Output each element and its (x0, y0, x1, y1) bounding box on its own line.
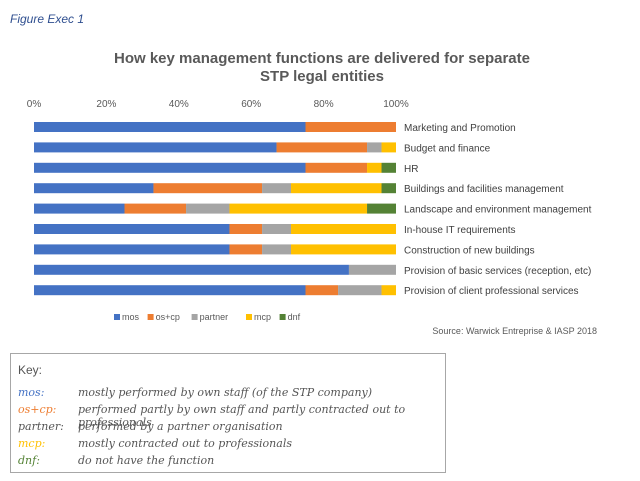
key-abbr: mos: (18, 386, 45, 399)
bar-segment-mos (34, 162, 306, 173)
bars (34, 122, 396, 296)
key-row: mos: mostly performed by own staff (of th… (18, 386, 438, 402)
bar-segment-os-cp (276, 142, 368, 153)
bar-segment-mcp (291, 183, 382, 194)
bar-segment-mcp (381, 142, 396, 153)
bar-segment-partner (338, 285, 382, 296)
key-abbr: mcp: (18, 437, 46, 450)
x-tick-label: 100% (383, 99, 409, 110)
key-abbr: os+cp: (18, 403, 57, 416)
legend-swatch (279, 314, 286, 320)
bar-segment-dnf (367, 203, 396, 214)
legend-label: os+cp (156, 312, 180, 322)
x-tick-label: 40% (169, 99, 189, 110)
bar-segment-mos (34, 264, 349, 275)
key-abbr: dnf: (18, 454, 40, 467)
key-row: mcp: mostly contracted out to professiona… (18, 437, 438, 453)
bar-segment-mos (34, 203, 125, 214)
legend-label: mcp (254, 312, 271, 322)
bar-segment-mos (34, 285, 306, 296)
key-description: do not have the function (78, 454, 215, 467)
bar-segment-mcp (291, 244, 396, 255)
bar-segment-partner (367, 142, 382, 153)
bar-segment-os-cp (153, 183, 263, 194)
bar-segment-mos (34, 224, 230, 234)
legend-swatch (246, 314, 252, 320)
stacked-bar-chart: How key management functions are deliver… (27, 50, 597, 336)
category-label: In-house IT requirements (404, 225, 516, 236)
legend-label: partner (200, 312, 229, 322)
bar-segment-dnf (381, 183, 396, 194)
key-description: mostly contracted out to professionals (78, 437, 292, 450)
source-note: Source: Warwick Entreprise & IASP 2018 (432, 326, 597, 336)
x-tick-label: 20% (96, 99, 116, 110)
x-tick-label: 80% (314, 99, 334, 110)
bar-segment-os-cp (305, 122, 396, 132)
key-row: dnf: do not have the function (18, 454, 438, 470)
bar-segment-mos (34, 244, 230, 255)
key-row: os+cp: performed partly by own staff and … (18, 403, 438, 429)
bar-segment-os-cp (124, 203, 187, 214)
category-label: Marketing and Promotion (404, 123, 516, 134)
legend-swatch (114, 314, 120, 320)
category-label: Budget and finance (404, 143, 491, 154)
legend-label: dnf (288, 312, 301, 322)
bar-segment-os-cp (229, 224, 263, 234)
key-description: mostly performed by own staff (of the ST… (78, 386, 373, 399)
bar-segment-mcp (381, 285, 396, 296)
key-box (10, 353, 446, 473)
category-label: HR (404, 164, 418, 175)
category-label: Construction of new buildings (404, 245, 535, 256)
bar-segment-partner (262, 224, 292, 234)
bar-segment-dnf (381, 162, 396, 173)
key-description: performed partly by own staff and partly… (78, 403, 406, 429)
category-label: Buildings and facilities management (404, 184, 564, 195)
bar-segment-partner (186, 203, 230, 214)
key-row: partner: performed by a partner organisat… (18, 420, 438, 436)
bar-segment-partner (262, 244, 292, 255)
bar-segment-mos (34, 142, 277, 153)
category-label: Landscape and environment management (404, 205, 592, 216)
legend-swatch (147, 314, 154, 320)
bar-segment-mos (34, 122, 306, 132)
figure-label: Figure Exec 1 (10, 12, 85, 26)
bar-segment-os-cp (229, 244, 263, 255)
x-tick-label: 60% (241, 99, 261, 110)
category-labels: Marketing and Promotion Budget and financ… (404, 123, 592, 297)
category-label: Provision of basic services (reception, … (404, 266, 591, 277)
bar-segment-os-cp (305, 162, 368, 173)
chart-title-line-1: How key management functions are deliver… (114, 50, 530, 67)
bar-segment-mcp (291, 224, 396, 234)
bar-segment-mcp (367, 162, 382, 173)
legend-label: mos (122, 312, 140, 322)
chart-title-line-2: STP legal entities (260, 68, 384, 85)
key-description: performed by a partner organisation (78, 420, 283, 433)
x-tick-label: 0% (27, 99, 42, 110)
key-abbr: partner: (18, 420, 64, 433)
bar-segment-partner (348, 264, 396, 275)
bar-segment-mos (34, 183, 154, 194)
bar-segment-partner (262, 183, 292, 194)
legend: mos os+cp partner mcp dnf (114, 312, 301, 322)
category-label: Provision of client professional service… (404, 286, 579, 297)
legend-swatch (191, 314, 198, 320)
x-axis-ticks: 0% 20% 40% 60% 80% 100% (27, 99, 409, 110)
key-title: Key: (18, 363, 43, 377)
bar-segment-os-cp (305, 285, 339, 296)
bar-segment-mcp (229, 203, 368, 214)
